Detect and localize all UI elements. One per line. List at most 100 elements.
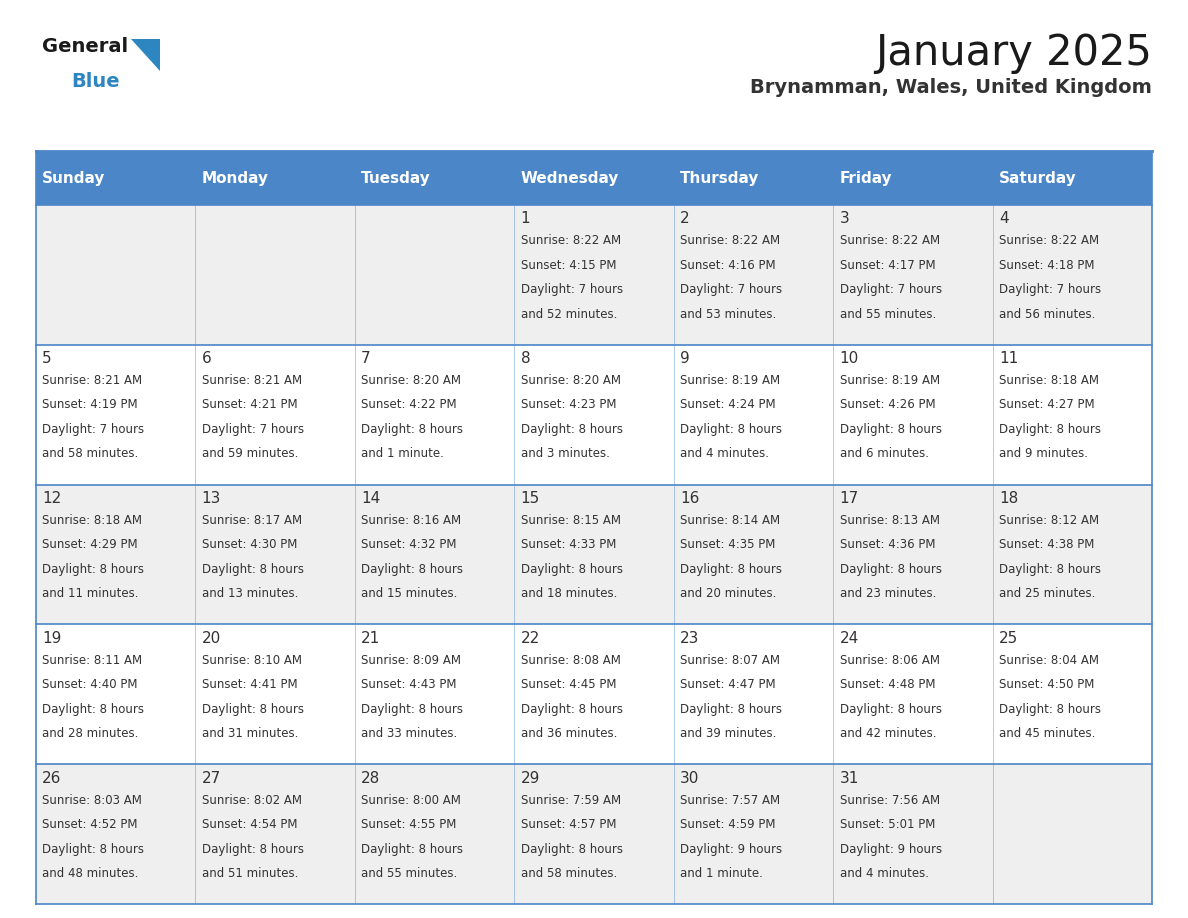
Text: Sunset: 4:50 PM: Sunset: 4:50 PM bbox=[999, 678, 1094, 691]
Text: Daylight: 7 hours: Daylight: 7 hours bbox=[42, 423, 144, 436]
Bar bbox=[195, 151, 355, 205]
Text: Daylight: 8 hours: Daylight: 8 hours bbox=[202, 563, 304, 576]
Text: Sunrise: 8:22 AM: Sunrise: 8:22 AM bbox=[999, 234, 1099, 247]
Text: Sunrise: 8:10 AM: Sunrise: 8:10 AM bbox=[202, 654, 302, 666]
Text: Thursday: Thursday bbox=[681, 171, 759, 185]
Text: Sunset: 4:57 PM: Sunset: 4:57 PM bbox=[520, 818, 617, 831]
Text: Sunset: 4:26 PM: Sunset: 4:26 PM bbox=[840, 398, 935, 411]
Text: 23: 23 bbox=[681, 631, 700, 646]
Text: Sunset: 4:35 PM: Sunset: 4:35 PM bbox=[681, 538, 776, 552]
Text: 9: 9 bbox=[681, 351, 690, 366]
Text: Daylight: 8 hours: Daylight: 8 hours bbox=[999, 703, 1101, 716]
Text: Sunrise: 8:18 AM: Sunrise: 8:18 AM bbox=[999, 374, 1099, 387]
Text: and 59 minutes.: and 59 minutes. bbox=[202, 447, 298, 461]
Text: 27: 27 bbox=[202, 771, 221, 786]
Text: Sunrise: 8:08 AM: Sunrise: 8:08 AM bbox=[520, 654, 620, 666]
Text: Sunrise: 8:04 AM: Sunrise: 8:04 AM bbox=[999, 654, 1099, 666]
Text: Daylight: 8 hours: Daylight: 8 hours bbox=[999, 563, 1101, 576]
Text: Sunrise: 8:16 AM: Sunrise: 8:16 AM bbox=[361, 514, 461, 527]
Text: Tuesday: Tuesday bbox=[361, 171, 431, 185]
Text: Sunset: 4:23 PM: Sunset: 4:23 PM bbox=[520, 398, 617, 411]
Text: Daylight: 8 hours: Daylight: 8 hours bbox=[202, 843, 304, 856]
Text: and 42 minutes.: and 42 minutes. bbox=[840, 727, 936, 740]
Text: Sunset: 4:21 PM: Sunset: 4:21 PM bbox=[202, 398, 297, 411]
Text: and 51 minutes.: and 51 minutes. bbox=[202, 868, 298, 880]
Text: Daylight: 8 hours: Daylight: 8 hours bbox=[202, 703, 304, 716]
Text: 24: 24 bbox=[840, 631, 859, 646]
Text: Daylight: 8 hours: Daylight: 8 hours bbox=[361, 703, 463, 716]
Text: Daylight: 8 hours: Daylight: 8 hours bbox=[520, 843, 623, 856]
Text: Sunset: 4:17 PM: Sunset: 4:17 PM bbox=[840, 259, 935, 272]
Text: 11: 11 bbox=[999, 351, 1018, 366]
Polygon shape bbox=[131, 39, 160, 71]
Text: 26: 26 bbox=[42, 771, 62, 786]
Text: Daylight: 7 hours: Daylight: 7 hours bbox=[520, 283, 623, 297]
Bar bbox=[36, 765, 1152, 904]
Text: 20: 20 bbox=[202, 631, 221, 646]
Text: Daylight: 9 hours: Daylight: 9 hours bbox=[840, 843, 942, 856]
Text: 29: 29 bbox=[520, 771, 541, 786]
Bar bbox=[36, 485, 1152, 624]
Text: Saturday: Saturday bbox=[999, 171, 1078, 185]
Bar bbox=[993, 151, 1152, 205]
Bar bbox=[674, 151, 833, 205]
Text: Daylight: 8 hours: Daylight: 8 hours bbox=[42, 843, 144, 856]
Text: Sunrise: 8:21 AM: Sunrise: 8:21 AM bbox=[202, 374, 302, 387]
Text: Daylight: 8 hours: Daylight: 8 hours bbox=[361, 563, 463, 576]
Text: Sunrise: 8:11 AM: Sunrise: 8:11 AM bbox=[42, 654, 143, 666]
Text: Sunrise: 8:13 AM: Sunrise: 8:13 AM bbox=[840, 514, 940, 527]
Text: Sunset: 4:55 PM: Sunset: 4:55 PM bbox=[361, 818, 456, 831]
Text: Sunset: 4:54 PM: Sunset: 4:54 PM bbox=[202, 818, 297, 831]
Text: Sunrise: 8:12 AM: Sunrise: 8:12 AM bbox=[999, 514, 1099, 527]
Text: and 45 minutes.: and 45 minutes. bbox=[999, 727, 1095, 740]
Text: and 23 minutes.: and 23 minutes. bbox=[840, 588, 936, 600]
Text: 19: 19 bbox=[42, 631, 62, 646]
Text: Sunrise: 8:21 AM: Sunrise: 8:21 AM bbox=[42, 374, 143, 387]
Text: Daylight: 8 hours: Daylight: 8 hours bbox=[840, 703, 942, 716]
Text: Sunset: 4:41 PM: Sunset: 4:41 PM bbox=[202, 678, 297, 691]
Bar bbox=[514, 151, 674, 205]
Text: Sunrise: 8:14 AM: Sunrise: 8:14 AM bbox=[681, 514, 781, 527]
Text: Daylight: 7 hours: Daylight: 7 hours bbox=[999, 283, 1101, 297]
Text: 5: 5 bbox=[42, 351, 51, 366]
Text: 10: 10 bbox=[840, 351, 859, 366]
Text: Sunset: 4:45 PM: Sunset: 4:45 PM bbox=[520, 678, 617, 691]
Text: and 13 minutes.: and 13 minutes. bbox=[202, 588, 298, 600]
Text: 21: 21 bbox=[361, 631, 380, 646]
Text: and 53 minutes.: and 53 minutes. bbox=[681, 308, 777, 320]
Text: and 28 minutes.: and 28 minutes. bbox=[42, 727, 138, 740]
Text: and 39 minutes.: and 39 minutes. bbox=[681, 727, 777, 740]
Text: and 31 minutes.: and 31 minutes. bbox=[202, 727, 298, 740]
Bar bbox=[36, 344, 1152, 485]
Text: Sunrise: 8:19 AM: Sunrise: 8:19 AM bbox=[840, 374, 940, 387]
Text: 6: 6 bbox=[202, 351, 211, 366]
Text: Sunset: 5:01 PM: Sunset: 5:01 PM bbox=[840, 818, 935, 831]
Text: Sunset: 4:52 PM: Sunset: 4:52 PM bbox=[42, 818, 138, 831]
Text: and 55 minutes.: and 55 minutes. bbox=[361, 868, 457, 880]
Text: and 1 minute.: and 1 minute. bbox=[681, 868, 763, 880]
Text: Sunrise: 8:22 AM: Sunrise: 8:22 AM bbox=[840, 234, 940, 247]
Bar bbox=[36, 151, 195, 205]
Text: Daylight: 8 hours: Daylight: 8 hours bbox=[520, 703, 623, 716]
Text: and 15 minutes.: and 15 minutes. bbox=[361, 588, 457, 600]
Text: Sunset: 4:15 PM: Sunset: 4:15 PM bbox=[520, 259, 617, 272]
Text: Sunrise: 8:09 AM: Sunrise: 8:09 AM bbox=[361, 654, 461, 666]
Text: 16: 16 bbox=[681, 491, 700, 506]
Text: Sunset: 4:18 PM: Sunset: 4:18 PM bbox=[999, 259, 1094, 272]
Text: Sunset: 4:27 PM: Sunset: 4:27 PM bbox=[999, 398, 1095, 411]
Text: and 58 minutes.: and 58 minutes. bbox=[520, 868, 617, 880]
Text: Daylight: 8 hours: Daylight: 8 hours bbox=[840, 423, 942, 436]
Text: and 36 minutes.: and 36 minutes. bbox=[520, 727, 617, 740]
Text: Brynamman, Wales, United Kingdom: Brynamman, Wales, United Kingdom bbox=[751, 78, 1152, 97]
Text: Daylight: 8 hours: Daylight: 8 hours bbox=[681, 703, 782, 716]
Text: 13: 13 bbox=[202, 491, 221, 506]
Text: Daylight: 8 hours: Daylight: 8 hours bbox=[999, 423, 1101, 436]
Text: 3: 3 bbox=[840, 211, 849, 226]
Text: Sunset: 4:47 PM: Sunset: 4:47 PM bbox=[681, 678, 776, 691]
Text: Daylight: 8 hours: Daylight: 8 hours bbox=[42, 563, 144, 576]
Text: 28: 28 bbox=[361, 771, 380, 786]
Text: and 11 minutes.: and 11 minutes. bbox=[42, 588, 139, 600]
Text: Sunset: 4:33 PM: Sunset: 4:33 PM bbox=[520, 538, 617, 552]
Text: Sunday: Sunday bbox=[42, 171, 106, 185]
Text: and 52 minutes.: and 52 minutes. bbox=[520, 308, 617, 320]
